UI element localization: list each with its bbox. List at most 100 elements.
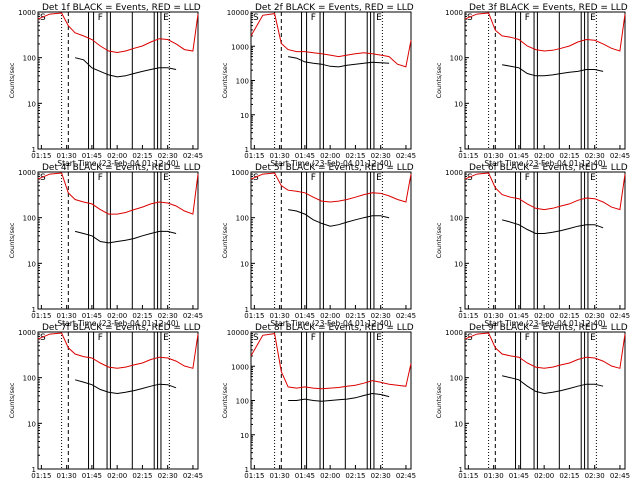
y-tick-label: 1 <box>245 466 249 474</box>
x-tick-label: 01:45 <box>82 152 102 160</box>
x-tick-label: 01:45 <box>509 152 529 160</box>
x-tick-label: 02:00 <box>107 152 127 160</box>
plot-frame <box>464 11 626 150</box>
marker-e-label: E <box>376 333 382 343</box>
marker-f-label: F <box>311 173 316 183</box>
y-axis-label: Counts/sec <box>8 62 16 98</box>
chart-panel: Det 5f BLACK = Events, RED = LLD 1 10 100 10… <box>221 163 416 328</box>
x-tick-label: 02:00 <box>107 312 127 320</box>
x-axis-label: Start Time (23-Feb-04 01:12:40) <box>57 319 178 328</box>
marker-e-label: E <box>590 13 596 23</box>
y-tick-label: 1000 <box>445 9 463 17</box>
panel-title: Det 5f BLACK = Events, RED = LLD <box>255 163 414 173</box>
x-tick-label: 02:00 <box>320 472 340 480</box>
y-axis-label: Counts/sec <box>8 222 16 258</box>
x-axis-label: Start Time (23-Feb-04 01:12:40) <box>484 159 605 168</box>
y-axis-label: Counts/sec <box>435 382 443 418</box>
x-tick-label: 01:45 <box>295 312 315 320</box>
x-tick-label: 01:15 <box>31 472 51 480</box>
marker-f-label: F <box>311 333 316 343</box>
x-tick-label: 02:00 <box>107 472 127 480</box>
x-tick-label: 02:00 <box>320 152 340 160</box>
lld-series-line <box>250 333 412 390</box>
x-tick-label: 02:45 <box>396 472 416 480</box>
x-tick-label: 01:15 <box>244 152 264 160</box>
x-axis-label: Start Time (23-Feb-04 01:12:40) <box>270 159 391 168</box>
x-tick-label: 02:45 <box>396 312 416 320</box>
x-tick-label: 02:15 <box>559 472 579 480</box>
lld-series-line <box>37 332 199 369</box>
x-tick-label: 01:45 <box>509 472 529 480</box>
y-tick-label: 10 <box>454 100 463 108</box>
y-tick-label: 1 <box>459 466 463 474</box>
x-tick-label: 02:30 <box>371 312 391 320</box>
events-series-line <box>74 230 177 244</box>
events-series-line <box>74 57 177 78</box>
x-tick-label: 02:00 <box>534 312 554 320</box>
x-tick-label: 02:45 <box>610 472 630 480</box>
x-tick-label: 02:15 <box>132 152 152 160</box>
y-tick-label: 10 <box>27 260 36 268</box>
y-tick-label: 10 <box>240 260 249 268</box>
panel-title: Det 6f BLACK = Events, RED = LLD <box>469 163 628 173</box>
marker-e-label: E <box>163 173 169 183</box>
y-tick-label: 1 <box>459 306 463 314</box>
chart-panel: Det 1f BLACK = Events, RED = LLD 1 10 100 10… <box>8 3 203 168</box>
x-tick-label: 01:15 <box>244 472 264 480</box>
marker-s-label: S <box>40 13 46 23</box>
x-tick-label: 01:15 <box>458 152 478 160</box>
panel-title: Det 3f BLACK = Events, RED = LLD <box>469 3 628 13</box>
x-tick-label: 01:15 <box>458 472 478 480</box>
marker-f-label: F <box>98 173 103 183</box>
x-tick-label: 01:45 <box>82 472 102 480</box>
plot-frame <box>464 331 626 470</box>
x-tick-label: 01:30 <box>57 152 77 160</box>
y-tick-label: 100 <box>23 215 36 223</box>
plot-frame <box>37 11 199 150</box>
chart-panel: Det 2f BLACK = Events, RED = LLD 1 10 100 10… <box>221 3 416 168</box>
events-series-line <box>501 219 604 234</box>
y-tick-label: 1000 <box>445 169 463 177</box>
marker-f-label: F <box>311 13 316 23</box>
x-axis-label: Start Time (23-Feb-04 01:12:40) <box>57 159 178 168</box>
events-series-line <box>501 375 604 395</box>
x-tick-label: 02:30 <box>371 152 391 160</box>
y-tick-label: 100 <box>450 215 463 223</box>
y-tick-label: 1000 <box>18 329 36 337</box>
x-tick-label: 02:15 <box>559 152 579 160</box>
x-tick-label: 01:30 <box>270 152 290 160</box>
chart-panel: Det 8f BLACK = Events, RED = LLD 1 10 100 10… <box>221 323 416 480</box>
x-tick-label: 01:45 <box>295 472 315 480</box>
lld-series-line <box>37 12 199 54</box>
marker-e-label: E <box>590 173 596 183</box>
marker-e-label: E <box>163 13 169 23</box>
y-tick-label: 1 <box>245 306 249 314</box>
y-tick-label: 10 <box>27 100 36 108</box>
x-tick-label: 01:15 <box>31 152 51 160</box>
x-tick-label: 01:30 <box>57 312 77 320</box>
marker-f-label: F <box>98 333 103 343</box>
x-tick-label: 01:30 <box>57 472 77 480</box>
y-tick-label: 1000 <box>445 329 463 337</box>
marker-e-label: E <box>376 173 382 183</box>
marker-f-label: F <box>525 333 530 343</box>
x-tick-label: 02:45 <box>183 312 203 320</box>
y-tick-label: 1000 <box>231 169 249 177</box>
events-series-line <box>288 56 390 68</box>
x-axis-label: Start Time (23-Feb-04 01:12:40) <box>484 319 605 328</box>
x-tick-label: 02:15 <box>132 472 152 480</box>
marker-s-label: S <box>467 173 473 183</box>
x-tick-label: 02:30 <box>585 312 605 320</box>
lld-series-line <box>250 13 412 68</box>
marker-e-label: E <box>590 333 596 343</box>
y-tick-label: 100 <box>236 78 249 86</box>
x-tick-label: 02:30 <box>158 472 178 480</box>
x-tick-label: 02:30 <box>585 472 605 480</box>
panel-title: Det 8f BLACK = Events, RED = LLD <box>255 323 414 333</box>
plot-frame <box>250 171 412 310</box>
panel-title: Det 2f BLACK = Events, RED = LLD <box>255 3 414 13</box>
x-tick-label: 02:45 <box>610 152 630 160</box>
y-tick-label: 1 <box>32 146 36 154</box>
y-tick-label: 1 <box>245 146 249 154</box>
y-axis-label: Counts/sec <box>221 222 229 258</box>
